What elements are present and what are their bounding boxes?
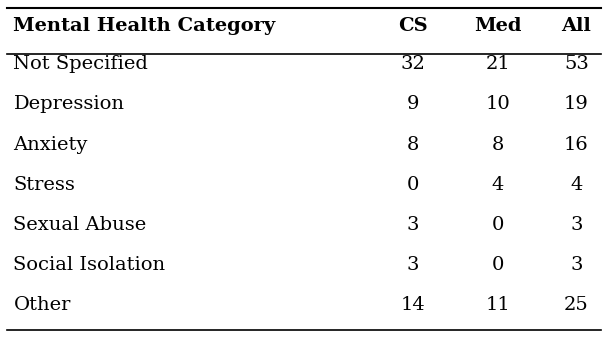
- Text: Social Isolation: Social Isolation: [13, 256, 165, 274]
- Text: All: All: [561, 17, 592, 35]
- Text: 4: 4: [570, 176, 582, 194]
- Text: 3: 3: [570, 216, 582, 234]
- Text: 3: 3: [407, 216, 419, 234]
- Text: Not Specified: Not Specified: [13, 55, 148, 73]
- Text: 10: 10: [485, 95, 510, 113]
- Text: 0: 0: [407, 176, 419, 194]
- Text: Med: Med: [474, 17, 522, 35]
- Text: 25: 25: [564, 296, 589, 314]
- Text: 0: 0: [491, 256, 504, 274]
- Text: Sexual Abuse: Sexual Abuse: [13, 216, 147, 234]
- Text: Mental Health Category: Mental Health Category: [13, 17, 276, 35]
- Text: 21: 21: [485, 55, 510, 73]
- Text: 9: 9: [407, 95, 419, 113]
- Text: Depression: Depression: [13, 95, 125, 113]
- Text: 3: 3: [407, 256, 419, 274]
- Text: 53: 53: [564, 55, 589, 73]
- Text: 16: 16: [564, 136, 589, 153]
- Text: 19: 19: [564, 95, 589, 113]
- Text: Anxiety: Anxiety: [13, 136, 88, 153]
- Text: 14: 14: [401, 296, 426, 314]
- Text: 11: 11: [485, 296, 510, 314]
- Text: Other: Other: [13, 296, 71, 314]
- Text: CS: CS: [398, 17, 428, 35]
- Text: 0: 0: [491, 216, 504, 234]
- Text: 8: 8: [407, 136, 419, 153]
- Text: 8: 8: [491, 136, 504, 153]
- Text: 4: 4: [491, 176, 504, 194]
- Text: 32: 32: [401, 55, 426, 73]
- Text: Stress: Stress: [13, 176, 75, 194]
- Text: 3: 3: [570, 256, 582, 274]
